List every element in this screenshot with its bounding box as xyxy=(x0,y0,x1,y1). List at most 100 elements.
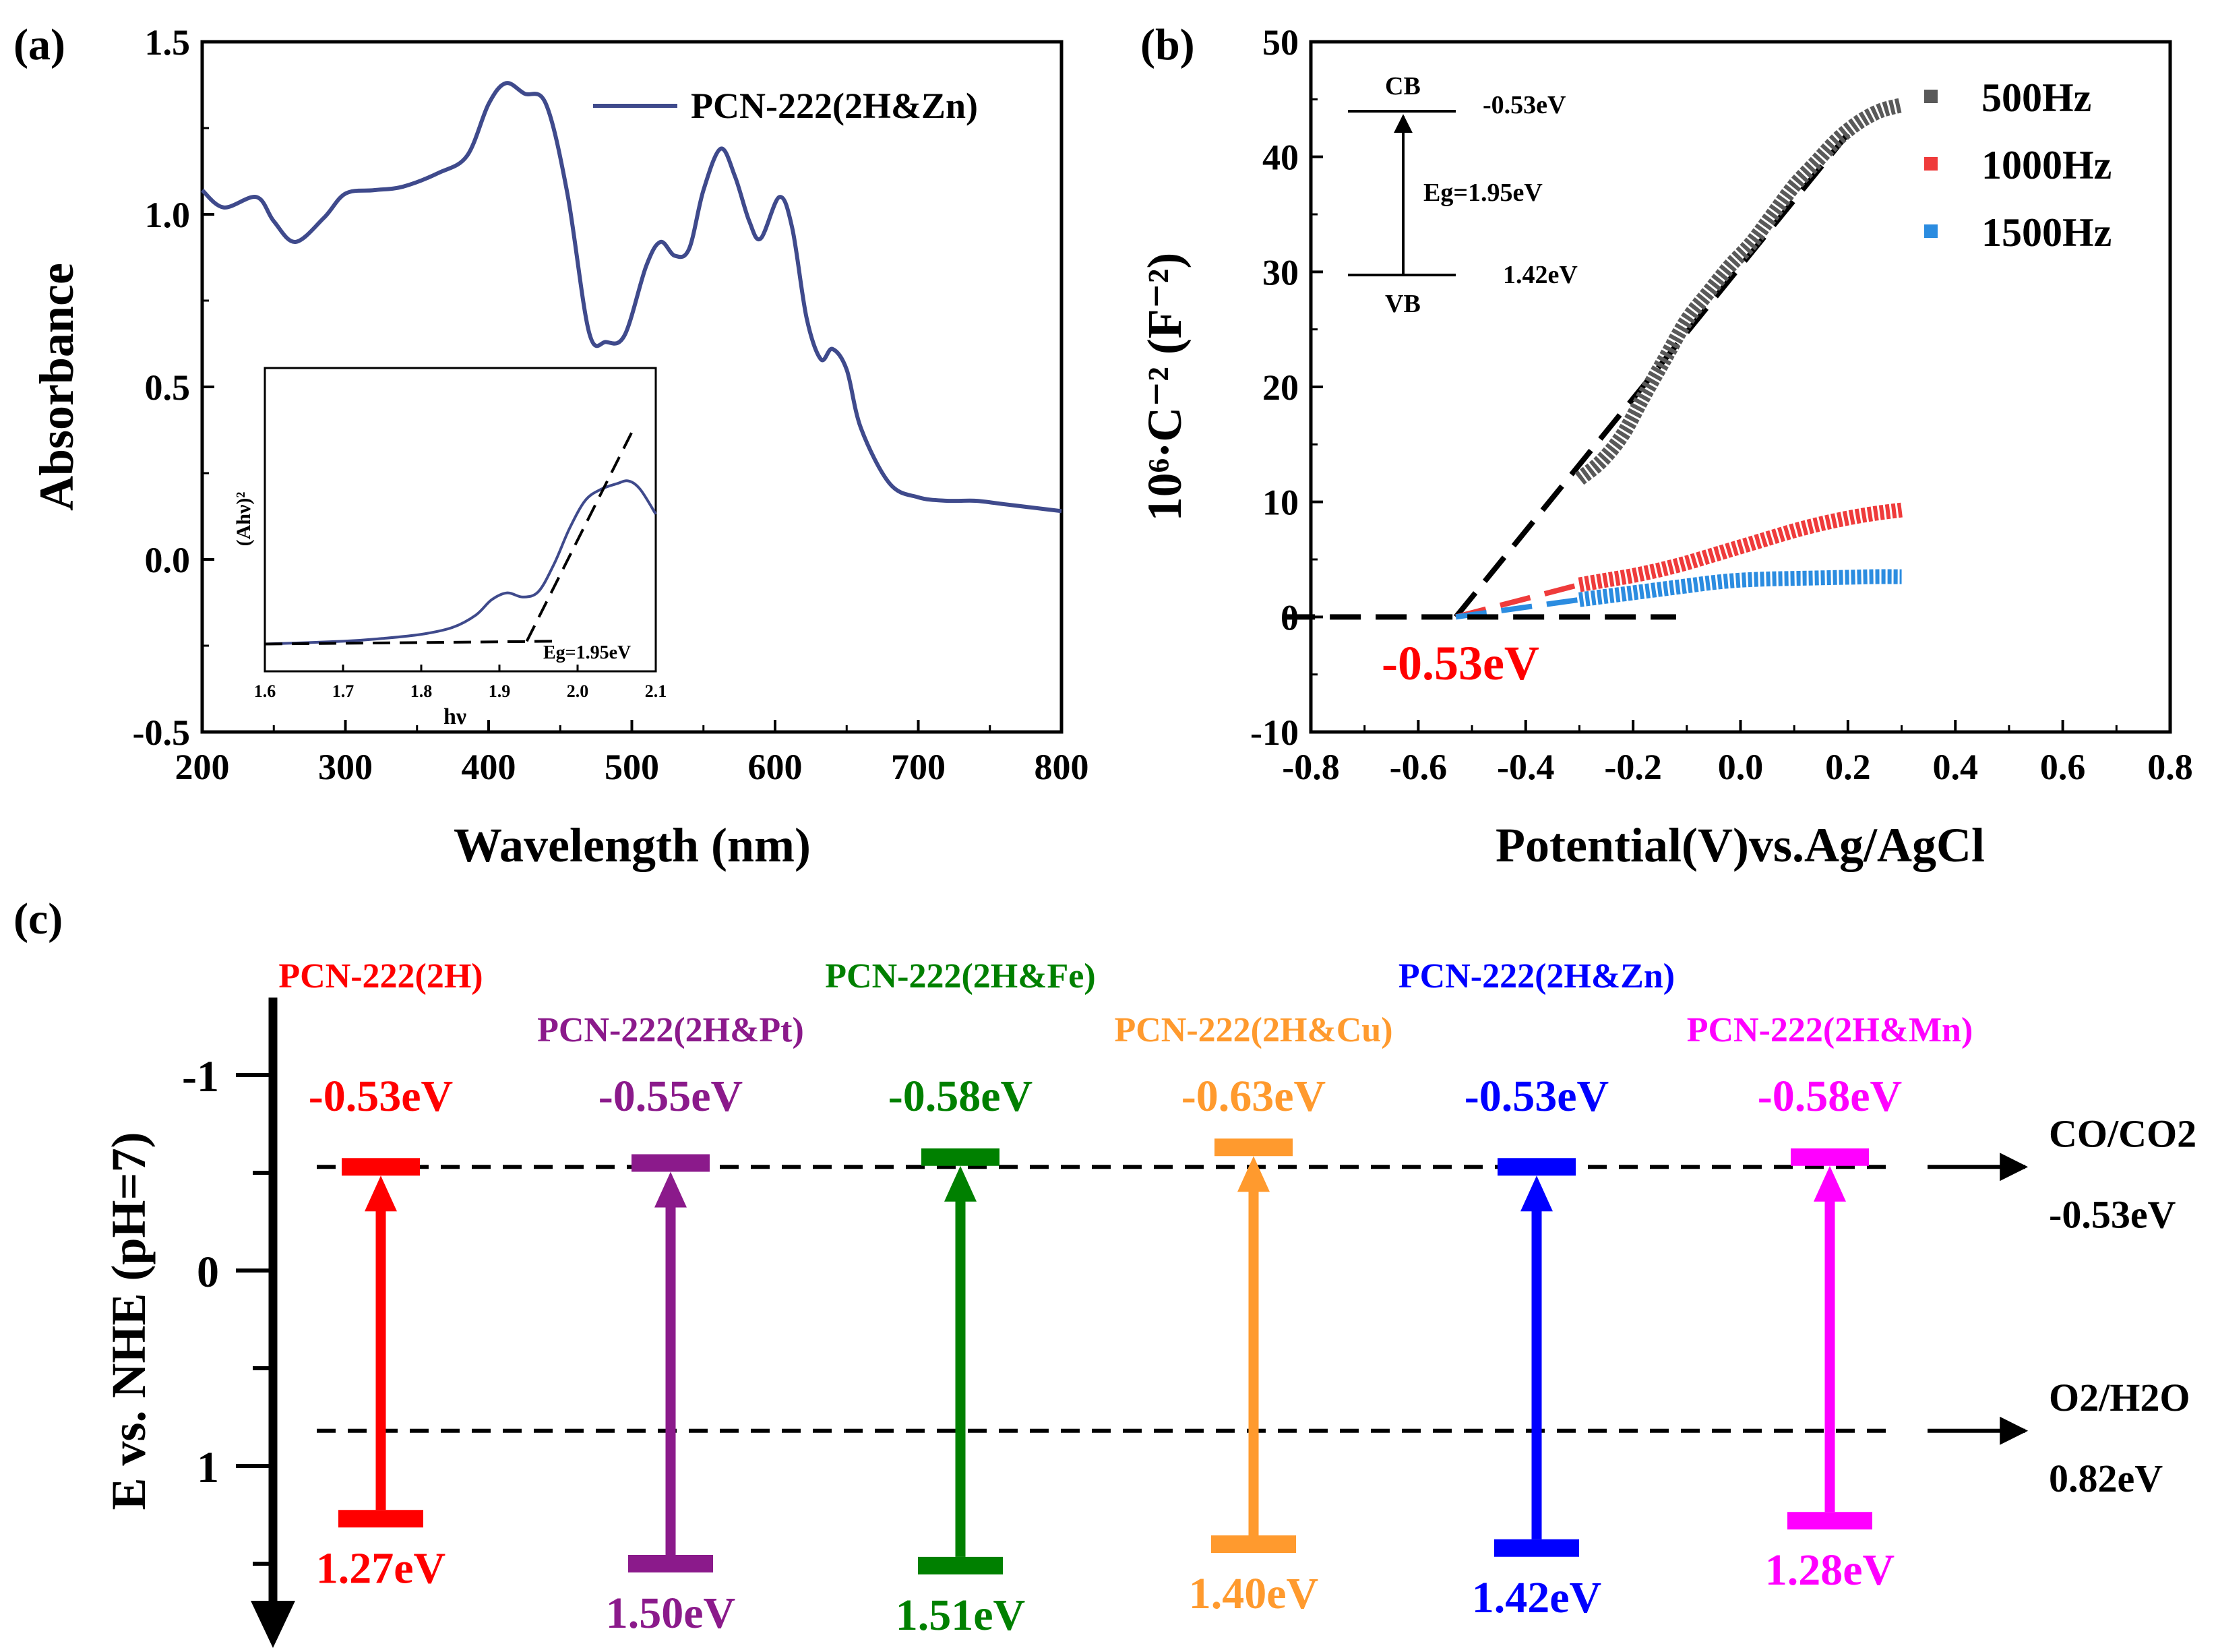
cb-value-label: -0.55eV xyxy=(598,1072,743,1121)
material-5: PCN-222(2H&Mn) -0.58eV 1.28eV xyxy=(1687,1011,1973,1595)
b-xtick-label: -0.2 xyxy=(1604,747,1661,787)
panel-b-ylabel: 10⁶·C⁻² (F⁻²) xyxy=(1138,253,1192,522)
inset-cb-label: CB xyxy=(1385,72,1421,100)
excitation-arrowhead xyxy=(1237,1156,1270,1192)
cb-value-label: -0.63eV xyxy=(1181,1072,1326,1121)
material-name: PCN-222(2H) xyxy=(278,957,483,996)
inset-frame xyxy=(264,367,657,673)
inset-curve xyxy=(264,479,657,646)
inset-vb-value: 1.42eV xyxy=(1503,261,1578,289)
a-xtick-label: 400 xyxy=(462,747,516,787)
inset-xtick-label: 1.6 xyxy=(254,681,276,701)
legend-label-abs: PCN-222(2H&Zn) xyxy=(691,86,978,126)
ref-value-1: 0.82eV xyxy=(2049,1457,2163,1500)
inset-ylabel: (Ahν)² xyxy=(233,492,255,547)
a-ytick-label: 1.5 xyxy=(145,22,191,63)
b-xtick-label: 0.4 xyxy=(1933,747,1979,787)
a-xtick-label: 600 xyxy=(748,747,803,787)
panel-c-axis: -1 0 1 xyxy=(182,998,295,1648)
a-xtick-label: 700 xyxy=(891,747,946,787)
panel-c: (c) -1 0 1 E vs. NHE (pH=7) CO/CO2 -0.53eV O… xyxy=(13,894,2196,1648)
panel-b-xlabel: Potential(V)vs.Ag/AgCl xyxy=(1496,818,1985,872)
material-1: PCN-222(2H&Pt) -0.55eV 1.50eV xyxy=(537,1011,804,1638)
b-ytick-label: 10 xyxy=(1262,483,1299,523)
panel-a-ylabel: Absorbance xyxy=(30,263,84,511)
excitation-arrowhead xyxy=(365,1175,397,1212)
cb-value-label: -0.53eV xyxy=(309,1072,453,1121)
inset-xtick-label: 2.1 xyxy=(645,681,667,701)
material-name: PCN-222(2H&Zn) xyxy=(1398,957,1675,996)
inset-xlabel: hν xyxy=(443,704,466,729)
b-ytick-label: 20 xyxy=(1262,367,1299,408)
a-ytick-label: 0.5 xyxy=(145,367,191,408)
panel-a-axes: 200 300 400 500 600 700 800 -0.5 0.0 0.5 1.0 1.5 xyxy=(133,22,1089,787)
vb-value-label: 1.50eV xyxy=(606,1589,735,1638)
band-diagram: PCN-222(2H) -0.53eV 1.27eV PCN-222(2H&Pt) -0… xyxy=(278,957,1973,1640)
inset-xtick-label: 1.8 xyxy=(410,681,433,701)
flatband-annotation: -0.53eV xyxy=(1382,636,1539,690)
inset-xtick-label: 2.0 xyxy=(567,681,589,701)
b-ytick-label: 30 xyxy=(1262,252,1299,293)
cb-value-label: -0.58eV xyxy=(1758,1072,1902,1121)
material-2: PCN-222(2H&Fe) -0.58eV 1.51eV xyxy=(825,957,1095,1640)
energy-tick-label: -1 xyxy=(182,1052,219,1101)
b-xtick-label: -0.8 xyxy=(1282,747,1339,787)
inset-baseline xyxy=(264,640,555,646)
inset-xtick-label: 1.7 xyxy=(332,681,355,701)
b-ytick-label: -10 xyxy=(1250,712,1299,753)
cb-value-label: -0.53eV xyxy=(1465,1072,1609,1121)
b-ytick-label: 50 xyxy=(1262,22,1299,63)
b-xtick-label: 0.2 xyxy=(1825,747,1871,787)
b-xtick-label: -0.4 xyxy=(1497,747,1554,787)
fit-line-0 xyxy=(1454,132,1850,619)
cb-value-label: -0.58eV xyxy=(888,1072,1033,1121)
series-500Hz xyxy=(1574,98,1904,485)
panel-a-xlabel: Wavelength (nm) xyxy=(454,818,811,872)
panel-b-label: (b) xyxy=(1140,20,1195,69)
material-name: PCN-222(2H&Mn) xyxy=(1687,1011,1973,1049)
material-name: PCN-222(2H&Fe) xyxy=(825,957,1095,996)
excitation-arrowhead xyxy=(1814,1165,1846,1202)
inset-tangent-line xyxy=(525,430,634,642)
legend-marker-1500Hz xyxy=(1924,224,1938,238)
b-xtick-label: -0.6 xyxy=(1390,747,1447,787)
energy-axis-arrowhead xyxy=(251,1601,295,1648)
fit-lines xyxy=(1284,132,1850,620)
series-1500Hz xyxy=(1578,569,1902,607)
absorbance-curve xyxy=(200,81,1062,514)
inset-axes: 1.6 1.7 1.8 1.9 2.0 2.1 xyxy=(254,665,667,701)
b-xtick-label: 0.6 xyxy=(2040,747,2086,787)
panel-c-label: (c) xyxy=(13,894,63,944)
material-name: PCN-222(2H&Cu) xyxy=(1114,1011,1392,1049)
inset-cb-value: -0.53eV xyxy=(1483,91,1566,119)
mott-schottky-series xyxy=(1574,98,1904,607)
legend-label-500Hz: 500Hz xyxy=(1981,75,2091,120)
inset-eg-label: Eg=1.95eV xyxy=(543,642,631,663)
energy-tick-label: 1 xyxy=(197,1443,219,1492)
inset-xtick-label: 1.9 xyxy=(489,681,511,701)
excitation-arrowhead xyxy=(654,1171,687,1208)
inset-vb-label: VB xyxy=(1385,290,1421,318)
a-xtick-label: 800 xyxy=(1035,747,1089,787)
a-ytick-label: 1.0 xyxy=(145,195,191,235)
ref-name-0: CO/CO2 xyxy=(2049,1111,2196,1155)
a-xtick-label: 300 xyxy=(318,747,373,787)
legend-label-1500Hz: 1500Hz xyxy=(1981,210,2112,255)
panel-a-label: (a) xyxy=(13,20,65,69)
panel-b-inset: CB VB -0.53eV 1.42eV Eg=1.95eV xyxy=(1348,72,1578,318)
ref-name-1: O2/H2O xyxy=(2049,1376,2190,1419)
a-ytick-label: -0.5 xyxy=(133,712,190,753)
vb-value-label: 1.51eV xyxy=(896,1591,1025,1640)
material-name: PCN-222(2H&Pt) xyxy=(537,1011,804,1049)
a-ytick-label: 0.0 xyxy=(145,540,191,580)
ref-value-0: -0.53eV xyxy=(2049,1192,2176,1236)
material-3: PCN-222(2H&Cu) -0.63eV 1.40eV xyxy=(1114,1011,1392,1618)
legend-marker-500Hz xyxy=(1924,90,1938,103)
excitation-arrowhead xyxy=(1520,1175,1553,1212)
material-0: PCN-222(2H) -0.53eV 1.27eV xyxy=(278,957,483,1593)
series-1000Hz xyxy=(1578,502,1903,592)
vb-value-label: 1.27eV xyxy=(316,1543,445,1593)
vb-value-label: 1.42eV xyxy=(1472,1573,1601,1622)
vb-value-label: 1.28eV xyxy=(1765,1546,1895,1595)
